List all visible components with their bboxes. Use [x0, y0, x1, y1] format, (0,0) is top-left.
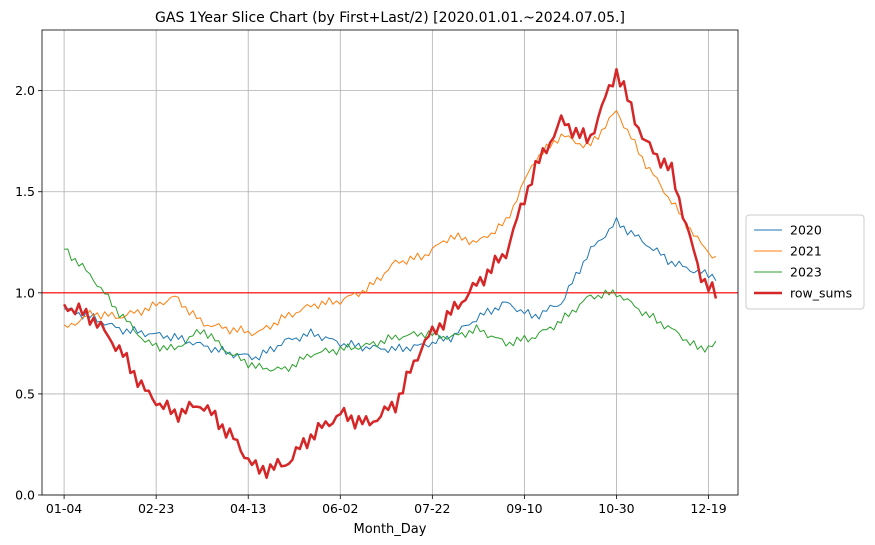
- legend-entry-label: 2020: [790, 223, 822, 238]
- y-axis: 0.0 0.5 1.0 1.5 2.0: [15, 83, 42, 503]
- legend-entry-label: 2021: [790, 244, 822, 259]
- x-tick-label: 10-30: [598, 501, 634, 516]
- legend-entry-label: row_sums: [790, 286, 852, 301]
- chart-title: GAS 1Year Slice Chart (by First+Last/2) …: [155, 10, 625, 26]
- series-line-2023: [64, 248, 717, 372]
- y-tick-label: 1.5: [15, 184, 35, 199]
- y-tick-label: 1.0: [15, 285, 35, 300]
- x-axis: 01-04 02-23 04-13 06-02 07-22 09-10 10-30 12-19: [46, 495, 727, 516]
- legend-box: [745, 214, 865, 310]
- y-tick-label: 2.0: [15, 83, 35, 98]
- series-line-row_sums: [63, 67, 718, 480]
- plot-frame: [41, 29, 739, 496]
- series-line-2021: [63, 110, 717, 337]
- x-tick-label: 06-02: [322, 501, 358, 516]
- y-tick-label: 0.0: [15, 488, 35, 503]
- legend-entry-label: 2023: [790, 265, 822, 280]
- x-axis-label: Month_Day: [354, 522, 427, 537]
- x-tick-label: 07-22: [414, 501, 450, 516]
- series-line-2020: [64, 217, 717, 361]
- legend: 2020 2021 2023 row_sums: [745, 214, 865, 310]
- x-tick-label: 02-23: [138, 501, 174, 516]
- x-tick-label: 04-13: [230, 501, 266, 516]
- x-tick-label: 12-19: [690, 501, 726, 516]
- y-tick-label: 0.5: [15, 386, 35, 401]
- x-tick-label: 09-10: [506, 501, 542, 516]
- grid: [42, 30, 738, 496]
- x-tick-label: 01-04: [46, 501, 82, 516]
- series-group: [63, 67, 718, 480]
